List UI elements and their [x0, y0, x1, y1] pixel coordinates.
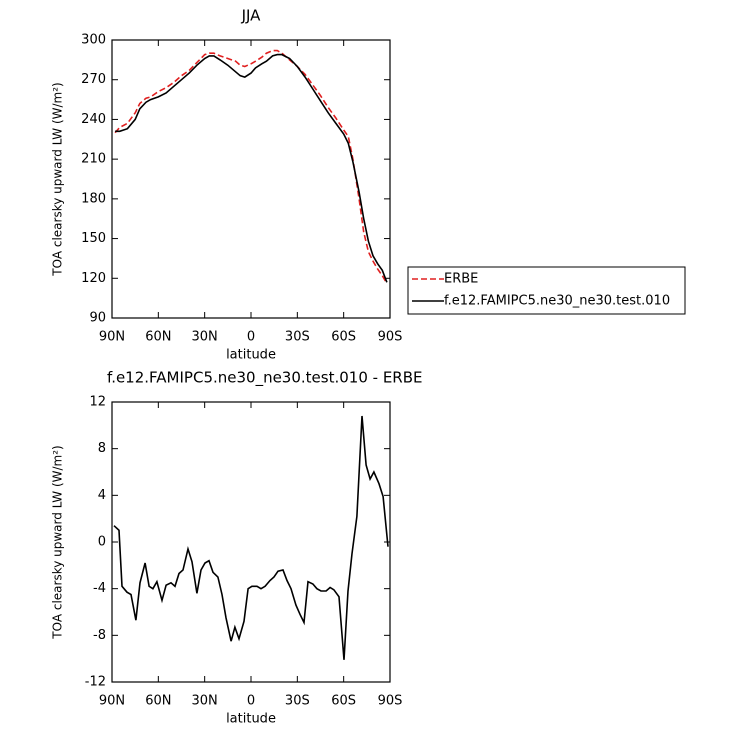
y-tick-label: -8	[93, 628, 106, 643]
y-tick-label: 0	[98, 535, 106, 550]
plot-frame	[111, 401, 391, 683]
x-tick-label: 60S	[331, 694, 356, 709]
y-tick-label: -12	[85, 675, 106, 690]
x-tick-label: 90N	[99, 694, 125, 709]
x-tick-label: 90N	[99, 330, 125, 345]
y-tick-label: 90	[89, 311, 106, 326]
x-tick-label: 30N	[192, 330, 218, 345]
legend-box	[407, 266, 686, 315]
y-tick-label: 270	[81, 72, 106, 87]
x-tick-label: 30N	[192, 694, 218, 709]
chart-title: JJA	[241, 7, 262, 25]
y-tick-label: 300	[81, 33, 106, 48]
x-tick-label: 30S	[285, 330, 310, 345]
y-tick-label: 240	[81, 112, 106, 127]
data-line	[115, 53, 388, 283]
y-tick-label: -4	[93, 581, 106, 596]
y-axis-label: TOA clearsky upward LW (W/m²)	[51, 445, 65, 639]
x-tick-label: 60N	[145, 694, 171, 709]
data-line	[114, 49, 388, 284]
plot-frame	[111, 39, 391, 319]
x-tick-label: 30S	[285, 694, 310, 709]
y-tick-label: 210	[81, 152, 106, 167]
x-axis-label: latitude	[226, 348, 276, 363]
y-tick-label: 150	[81, 231, 106, 246]
y-tick-label: 4	[98, 488, 106, 503]
x-tick-label: 60S	[331, 330, 356, 345]
x-tick-label: 90S	[378, 330, 403, 345]
y-tick-label: 12	[89, 395, 106, 410]
y-tick-label: 8	[98, 441, 106, 456]
y-tick-label: 120	[81, 271, 106, 286]
legend-label: ERBE	[444, 272, 478, 287]
y-tick-label: 180	[81, 191, 106, 206]
legend-label: f.e12.FAMIPC5.ne30_ne30.test.010	[444, 294, 670, 309]
data-line	[113, 415, 389, 660]
x-axis-label: latitude	[226, 712, 276, 727]
x-tick-label: 0	[247, 694, 255, 709]
x-tick-label: 60N	[145, 330, 171, 345]
x-tick-label: 90S	[378, 694, 403, 709]
x-tick-label: 0	[247, 330, 255, 345]
chart-title: f.e12.FAMIPC5.ne30_ne30.test.010 - ERBE	[107, 369, 422, 388]
y-axis-label: TOA clearsky upward LW (W/m²)	[51, 82, 65, 276]
